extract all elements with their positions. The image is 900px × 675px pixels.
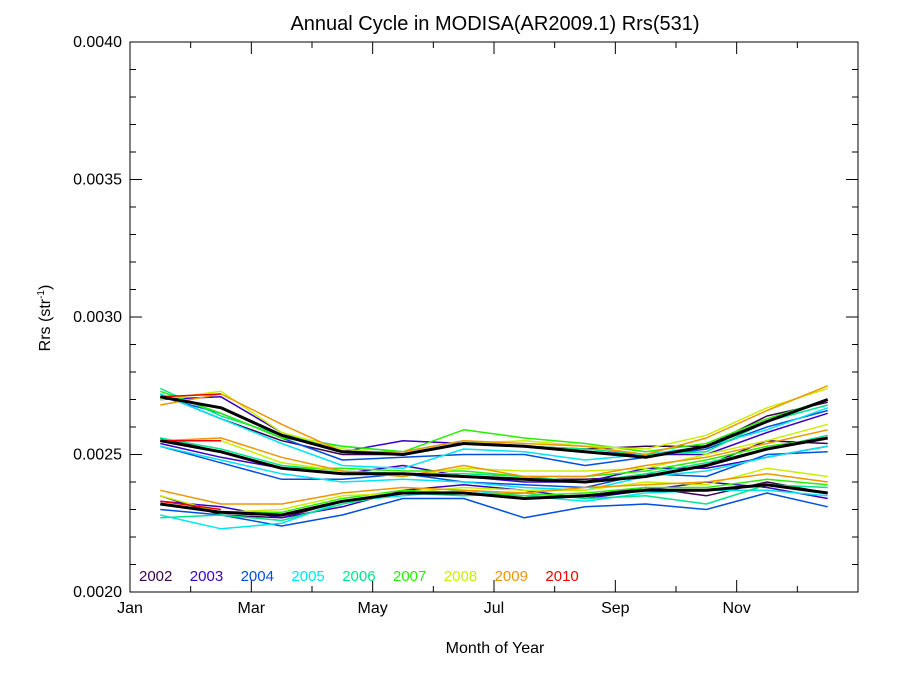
legend-entry-2006: 2006 [342, 568, 375, 585]
series-line-28 [160, 395, 829, 459]
series-line-21 [160, 467, 828, 514]
x-tick-label: Mar [238, 600, 266, 617]
legend-entry-2009: 2009 [495, 568, 528, 585]
series-line-20 [160, 423, 828, 478]
series-line-22 [160, 385, 828, 456]
x-tick-label: Nov [722, 600, 750, 617]
legend-entry-2004: 2004 [241, 568, 274, 585]
y-tick-label: 0.0035 [73, 172, 122, 189]
x-axis-label: Month of Year [446, 640, 545, 657]
series-layer [159, 385, 829, 530]
legend-entry-2007: 2007 [393, 568, 426, 585]
series-line-23 [160, 429, 828, 478]
x-tick-label: Jan [117, 600, 143, 617]
legend-entry-2003: 2003 [190, 568, 223, 585]
series-line-24 [160, 473, 828, 505]
legend-entry-2008: 2008 [444, 568, 477, 585]
ticks-layer: 0.0020 0.0025 0.0030 0.0035 0.0040 Jan Mar May J… [73, 34, 858, 617]
legend-entry-2002: 2002 [139, 568, 172, 585]
series-line-29 [160, 436, 828, 484]
y-axis-label-main: Rrs (str [37, 298, 54, 351]
legend: 2002 2003 2004 2005 2006 2007 2008 2009 2010 [139, 568, 579, 585]
y-tick-label: 0.0025 [73, 447, 122, 464]
y-axis-label-sup: -1 [36, 290, 47, 299]
y-axis-label: Rrs (str-1) [36, 285, 54, 352]
x-tick-label: Sep [601, 600, 630, 617]
y-axis-label-close: ) [37, 285, 54, 290]
series-line-8 [160, 445, 828, 489]
series-line-14 [160, 434, 828, 483]
series-line-30 [160, 483, 828, 517]
y-tick-label: 0.0040 [73, 34, 122, 51]
x-tick-label: May [358, 600, 388, 617]
series-line-16 [160, 390, 828, 453]
chart-title: Annual Cycle in MODISA(AR2009.1) Rrs(531… [290, 13, 699, 35]
series-line-11 [160, 445, 828, 492]
y-tick-label: 0.0030 [73, 309, 122, 326]
legend-entry-2005: 2005 [291, 568, 324, 585]
y-tick-label: 0.0020 [73, 584, 122, 601]
series-line-25 [160, 393, 222, 398]
legend-entry-2010: 2010 [545, 568, 578, 585]
series-line-27 [160, 500, 222, 511]
x-tick-label: Jul [484, 600, 504, 617]
